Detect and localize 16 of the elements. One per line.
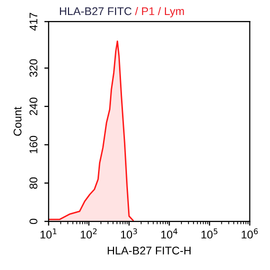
y-tick-label: 320 [30,59,38,77]
x-tick-label: 10$^{1}$ [40,228,56,239]
x-tick-label: 10$^{3}$ [121,228,137,239]
x-tick-label: 10$^{5}$ [201,228,218,239]
y-tick-label: 160 [30,136,38,154]
y-tick-label: 240 [30,98,38,116]
y-tick-label: 0 [30,218,38,224]
y-tick-label: 80 [30,177,38,189]
x-tick-label: 10$^{2}$ [80,228,97,239]
chart-title: HLA-B27 FITC [60,7,132,16]
chart-subtitle: / P1 / Lym [135,6,184,18]
x-tick-label: 10$^{4}$ [161,228,178,239]
y-tick-label: 417 [30,12,38,31]
y-axis-title: Count [14,106,22,136]
x-tick-label: 10$^{6}$ [242,228,258,239]
x-axis-title: HLA-B27 FITC-H [108,246,191,254]
